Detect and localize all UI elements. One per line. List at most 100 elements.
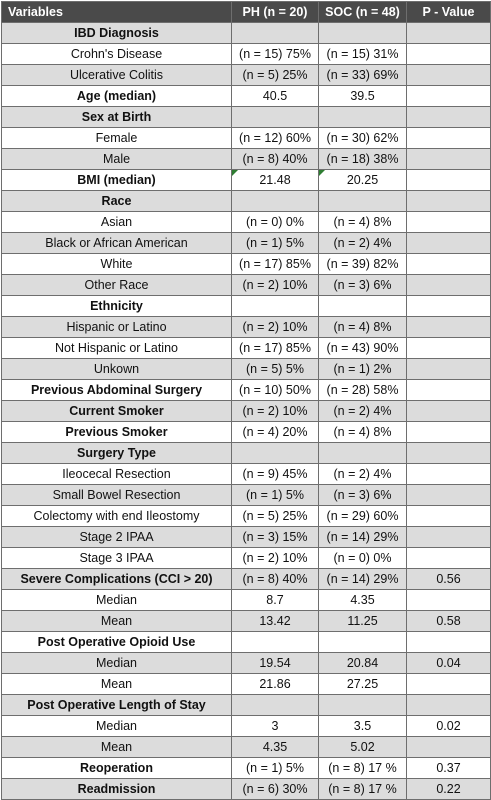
ph-cell: (n = 15) 75% [231,43,319,65]
header-p-value: P - Value [406,1,491,23]
variable-cell: Male [1,148,232,170]
ph-cell: (n = 2) 10% [231,400,319,422]
soc-cell: (n = 4) 8% [318,211,407,233]
ph-cell: (n = 5) 25% [231,64,319,86]
variable-cell: Sex at Birth [1,106,232,128]
variable-cell: Previous Abdominal Surgery [1,379,232,401]
table-row: Ileocecal Resection (n = 9) 45% (n = 2) 4% [1,463,491,485]
p-value-cell [406,547,491,569]
variable-cell: Stage 2 IPAA [1,526,232,548]
table-row: Race [1,190,491,212]
table-row: Sex at Birth [1,106,491,128]
ph-cell: (n = 3) 15% [231,526,319,548]
variable-cell: Previous Smoker [1,421,232,443]
ph-cell: 40.5 [231,85,319,107]
ph-cell: (n = 1) 5% [231,232,319,254]
table-row: Stage 2 IPAA (n = 3) 15% (n = 14) 29% [1,526,491,548]
p-value-cell [406,148,491,170]
ph-cell: (n = 5) 25% [231,505,319,527]
p-value-cell: 0.04 [406,652,491,674]
ph-cell: (n = 9) 45% [231,463,319,485]
p-value-cell [406,589,491,611]
soc-cell: (n = 28) 58% [318,379,407,401]
ph-cell: (n = 4) 20% [231,421,319,443]
soc-cell: (n = 33) 69% [318,64,407,86]
table-row: Mean 21.86 27.25 [1,673,491,695]
p-value-cell [406,22,491,44]
soc-cell: (n = 3) 6% [318,274,407,296]
variable-cell: Post Operative Opioid Use [1,631,232,653]
variable-cell: Not Hispanic or Latino [1,337,232,359]
variable-cell: Black or African American [1,232,232,254]
ph-cell: (n = 6) 30% [231,778,319,800]
p-value-cell: 0.37 [406,757,491,779]
p-value-cell: 0.58 [406,610,491,632]
variable-cell: Mean [1,610,232,632]
soc-cell [318,295,407,317]
table-row: White (n = 17) 85% (n = 39) 82% [1,253,491,275]
table-row: Age (median) 40.5 39.5 [1,85,491,107]
p-value-cell [406,337,491,359]
p-value-cell [406,106,491,128]
ph-cell: (n = 1) 5% [231,757,319,779]
table-row: Male (n = 8) 40% (n = 18) 38% [1,148,491,170]
p-value-cell [406,43,491,65]
variable-cell: Surgery Type [1,442,232,464]
ph-cell: 21.86 [231,673,319,695]
soc-cell [318,631,407,653]
ph-cell: 3 [231,715,319,737]
p-value-cell [406,358,491,380]
variable-cell: Ileocecal Resection [1,463,232,485]
ph-cell: (n = 10) 50% [231,379,319,401]
ph-cell: (n = 12) 60% [231,127,319,149]
soc-cell: (n = 15) 31% [318,43,407,65]
table-row: IBD Diagnosis [1,22,491,44]
variable-cell: Current Smoker [1,400,232,422]
ph-cell [231,694,319,716]
ph-cell: (n = 2) 10% [231,547,319,569]
ph-cell [231,295,319,317]
table-row: Not Hispanic or Latino (n = 17) 85% (n = 4… [1,337,491,359]
p-value-cell [406,631,491,653]
table-row: Severe Complications (CCI > 20) (n = 8) 4… [1,568,491,590]
variable-cell: Readmission [1,778,232,800]
variable-cell: Crohn's Disease [1,43,232,65]
ph-cell [231,190,319,212]
soc-cell: (n = 3) 6% [318,484,407,506]
p-value-cell [406,190,491,212]
table-row: Black or African American (n = 1) 5% (n = … [1,232,491,254]
ph-cell [231,106,319,128]
p-value-cell [406,442,491,464]
ph-cell [231,442,319,464]
table-row: Median 3 3.5 0.02 [1,715,491,737]
ph-cell: 13.42 [231,610,319,632]
table-row: Mean 4.35 5.02 [1,736,491,758]
soc-cell: (n = 14) 29% [318,568,407,590]
table-row: Post Operative Opioid Use [1,631,491,653]
soc-cell: (n = 2) 4% [318,400,407,422]
table-row: BMI (median) 21.48 20.25 [1,169,491,191]
soc-cell: 39.5 [318,85,407,107]
soc-cell: (n = 8) 17 % [318,778,407,800]
p-value-cell [406,505,491,527]
table-row: Surgery Type [1,442,491,464]
soc-cell [318,694,407,716]
table-row: Median 19.54 20.84 0.04 [1,652,491,674]
ph-cell: (n = 17) 85% [231,253,319,275]
variable-cell: Small Bowel Resection [1,484,232,506]
p-value-cell [406,736,491,758]
table-row: Reoperation (n = 1) 5% (n = 8) 17 % 0.37 [1,757,491,779]
variable-cell: Unkown [1,358,232,380]
variable-cell: Median [1,652,232,674]
table-row: Ulcerative Colitis (n = 5) 25% (n = 33) 69… [1,64,491,86]
soc-cell: (n = 18) 38% [318,148,407,170]
table-row: Asian (n = 0) 0% (n = 4) 8% [1,211,491,233]
table-row: Other Race (n = 2) 10% (n = 3) 6% [1,274,491,296]
table-row: Female (n = 12) 60% (n = 30) 62% [1,127,491,149]
variable-cell: Stage 3 IPAA [1,547,232,569]
ph-cell [231,22,319,44]
soc-cell: 4.35 [318,589,407,611]
soc-cell: (n = 2) 4% [318,232,407,254]
